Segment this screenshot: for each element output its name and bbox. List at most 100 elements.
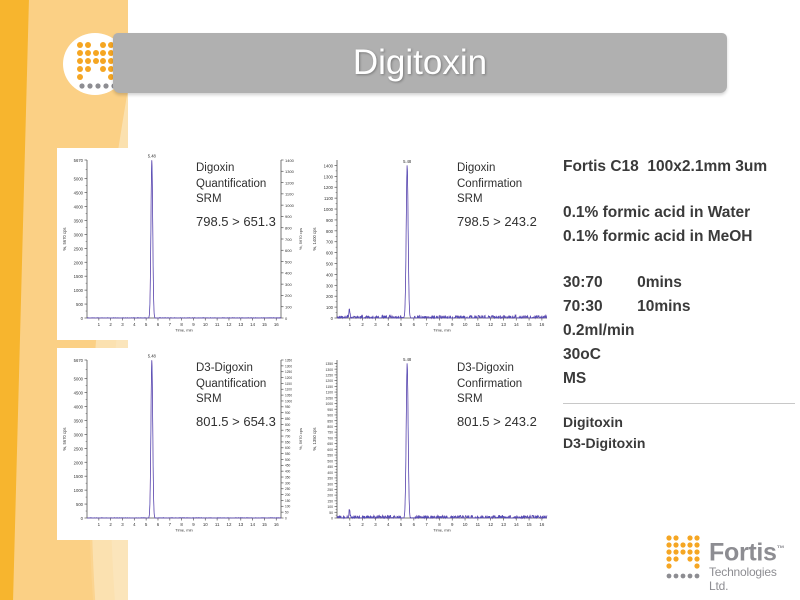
method-line-temperature: 30oC — [563, 346, 601, 363]
svg-text:9: 9 — [451, 522, 454, 527]
svg-text:7: 7 — [169, 322, 172, 327]
svg-text:750: 750 — [327, 431, 333, 435]
svg-text:950: 950 — [327, 408, 333, 412]
svg-text:250: 250 — [327, 488, 333, 492]
svg-text:1400: 1400 — [324, 163, 334, 168]
svg-text:%, 5670 cps: %, 5670 cps — [298, 428, 303, 450]
svg-text:800: 800 — [326, 229, 334, 234]
svg-text:13: 13 — [501, 322, 506, 327]
svg-text:750: 750 — [285, 429, 291, 433]
svg-text:1000: 1000 — [324, 207, 334, 212]
svg-text:12: 12 — [227, 522, 232, 527]
svg-text:1050: 1050 — [285, 394, 292, 398]
svg-text:7: 7 — [425, 522, 428, 527]
svg-text:10: 10 — [463, 522, 468, 527]
section-divider — [563, 403, 795, 404]
svg-text:300: 300 — [285, 282, 292, 287]
chart-title-text: Digoxin Confirmation SRM — [457, 162, 523, 205]
svg-text:3: 3 — [121, 322, 124, 327]
svg-text:3500: 3500 — [74, 418, 84, 423]
svg-text:11: 11 — [215, 322, 220, 327]
svg-text:200: 200 — [326, 294, 334, 299]
chromatogram-panel-digoxin-confirm: 0 100 200 300 400 500 600 700 800 900 1000 1100 1200… — [309, 148, 555, 340]
svg-text:5000: 5000 — [74, 377, 84, 382]
svg-text:100: 100 — [327, 505, 333, 509]
chart-transition-text: 798.5 > 651.3 — [196, 214, 276, 229]
svg-text:1100: 1100 — [285, 192, 294, 197]
svg-text:1300: 1300 — [285, 364, 292, 368]
svg-text:11: 11 — [476, 322, 481, 327]
svg-text:500: 500 — [285, 259, 292, 264]
svg-text:1150: 1150 — [326, 385, 333, 389]
svg-text:2000: 2000 — [74, 260, 84, 265]
method-spacer — [563, 179, 800, 201]
svg-text:600: 600 — [326, 251, 334, 256]
svg-text:1000: 1000 — [74, 288, 84, 293]
svg-text:Time, min: Time, min — [175, 328, 192, 333]
svg-text:3000: 3000 — [74, 232, 84, 237]
svg-text:16: 16 — [539, 522, 544, 527]
svg-text:2000: 2000 — [74, 460, 84, 465]
svg-text:2: 2 — [109, 322, 112, 327]
svg-text:9: 9 — [192, 322, 195, 327]
svg-text:2: 2 — [361, 522, 364, 527]
svg-text:1300: 1300 — [325, 368, 333, 372]
svg-text:1200: 1200 — [325, 379, 333, 383]
svg-text:1500: 1500 — [74, 274, 84, 279]
svg-text:1: 1 — [349, 522, 352, 527]
svg-text:5: 5 — [145, 522, 148, 527]
footer-brand-name-text: Fortis — [709, 538, 777, 567]
method-line-detector: MS — [563, 370, 587, 387]
svg-text:%, 1400 cps: %, 1400 cps — [312, 227, 317, 250]
svg-text:150: 150 — [327, 499, 333, 503]
svg-text:400: 400 — [326, 272, 334, 277]
svg-text:400: 400 — [285, 470, 291, 474]
svg-text:3500: 3500 — [74, 218, 84, 223]
svg-text:2: 2 — [361, 322, 364, 327]
svg-text:3000: 3000 — [74, 432, 84, 437]
svg-text:700: 700 — [327, 436, 333, 440]
svg-text:14: 14 — [514, 322, 519, 327]
svg-text:900: 900 — [285, 411, 291, 415]
svg-text:200: 200 — [327, 494, 333, 498]
svg-text:0: 0 — [331, 316, 334, 321]
svg-text:Time, min: Time, min — [175, 528, 192, 533]
svg-text:0: 0 — [285, 516, 287, 520]
svg-text:4000: 4000 — [74, 205, 84, 210]
svg-text:900: 900 — [327, 414, 333, 418]
svg-text:5000: 5000 — [74, 177, 84, 182]
footer-wordmark: Fortis™ Technologies Ltd. — [709, 536, 795, 593]
footer-brand-subtitle: Technologies Ltd. — [709, 565, 777, 594]
svg-text:600: 600 — [285, 446, 291, 450]
chart-transition-text: 801.5 > 243.2 — [457, 414, 537, 429]
svg-text:800: 800 — [285, 423, 291, 427]
svg-text:5.48: 5.48 — [148, 154, 157, 159]
svg-text:500: 500 — [327, 459, 333, 463]
svg-text:5: 5 — [400, 522, 403, 527]
svg-text:8: 8 — [438, 522, 441, 527]
svg-text:800: 800 — [327, 425, 333, 429]
svg-text:700: 700 — [285, 237, 292, 242]
svg-text:500: 500 — [285, 458, 291, 462]
svg-text:15: 15 — [262, 522, 267, 527]
svg-text:50: 50 — [329, 511, 333, 515]
svg-text:4500: 4500 — [74, 191, 84, 196]
chromatogram-plot: 0501001502002503003504004505005506006507… — [312, 357, 548, 533]
svg-text:12: 12 — [227, 322, 232, 327]
method-line-flowrate: 0.2ml/min — [563, 322, 635, 339]
svg-text:13: 13 — [238, 322, 243, 327]
svg-text:1350: 1350 — [285, 358, 292, 362]
svg-text:12: 12 — [488, 322, 493, 327]
fortis-dot-matrix-icon — [666, 535, 700, 579]
svg-text:10: 10 — [203, 322, 208, 327]
svg-text:100: 100 — [285, 305, 292, 310]
svg-text:8: 8 — [438, 322, 441, 327]
svg-text:4: 4 — [387, 522, 390, 527]
footer-brand-name: Fortis™ — [709, 536, 795, 565]
svg-text:1000: 1000 — [285, 399, 292, 403]
svg-text:1400: 1400 — [285, 158, 295, 163]
svg-text:16: 16 — [274, 322, 279, 327]
svg-text:1300: 1300 — [324, 174, 334, 179]
svg-text:5: 5 — [400, 322, 403, 327]
svg-text:5: 5 — [145, 322, 148, 327]
